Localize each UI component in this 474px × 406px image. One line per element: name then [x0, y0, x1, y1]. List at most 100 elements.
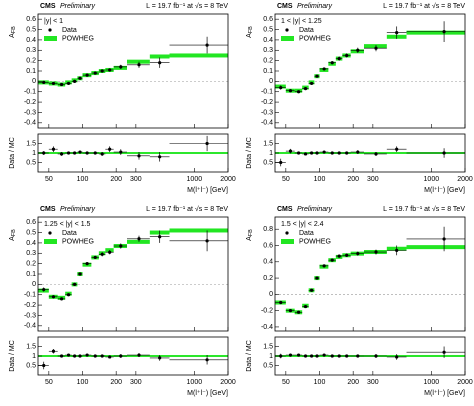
y-tick-label: 0.3 — [263, 47, 273, 54]
y-axis-label-sub: FB — [248, 229, 254, 236]
x-axis-label: M(l⁺l⁻) [GeV] — [424, 390, 465, 397]
data-point — [158, 61, 162, 65]
ratio-y-tick-label: 0.5 — [263, 159, 273, 166]
ratio-point — [51, 147, 56, 151]
ratio-point — [345, 354, 349, 358]
top-frame — [274, 216, 466, 332]
x-tick-label: 100 — [77, 176, 89, 183]
mc-band — [406, 245, 465, 250]
x-tick-label: 300 — [130, 176, 142, 183]
ratio-point — [137, 353, 141, 357]
x-tick-label: 1000 — [187, 379, 203, 386]
region-label: |y| < 1 — [44, 18, 63, 25]
y-tick-label: 0.6 — [263, 16, 273, 23]
data-point — [93, 255, 97, 260]
data-point — [310, 81, 314, 86]
legend-mc-swatch — [281, 36, 294, 41]
x-axis-label: M(l⁺l⁻) [GeV] — [424, 187, 465, 194]
ratio-point — [119, 354, 123, 358]
ratio-y-tick-label: 1 — [269, 353, 273, 360]
lumi-label: L = 19.7 fb⁻¹ at √s = 8 TeV — [146, 205, 228, 213]
data-point — [322, 264, 326, 268]
y-tick-label: 0.5 — [263, 26, 273, 33]
y-axis-label-main: A — [246, 33, 253, 38]
x-tick-label: 200 — [110, 379, 122, 386]
data-point — [59, 297, 64, 301]
legend-label: POWHEG — [299, 35, 331, 42]
ratio-y-tick-label: 1.5 — [263, 140, 273, 147]
y-tick-label: 0.3 — [26, 47, 36, 54]
data-point — [137, 237, 141, 241]
ratio-y-axis-label: Data / MC — [9, 137, 16, 169]
ratio-point — [310, 151, 314, 155]
ratio-point — [108, 147, 112, 151]
ratio-y-tick-label: 1 — [269, 150, 273, 157]
data-point — [337, 56, 341, 61]
x-axis-label: M(l⁺l⁻) [GeV] — [187, 390, 228, 397]
y-axis-label: AFB — [9, 26, 18, 38]
data-point — [51, 81, 56, 86]
data-point — [296, 310, 301, 314]
y-tick-label: 0.2 — [263, 57, 273, 64]
y-axis-label-sub: FB — [11, 26, 17, 33]
preliminary-label: Preliminary — [60, 206, 96, 213]
ratio-point — [100, 152, 104, 156]
ratio-y-axis-label: Data / MC — [246, 137, 253, 169]
data-point — [395, 248, 399, 252]
x-tick-label: 50 — [282, 176, 290, 183]
ratio-y-tick-label: 0.5 — [26, 362, 36, 369]
ratio-point — [205, 141, 209, 146]
y-tick-label: 0.2 — [26, 57, 36, 64]
data-point — [315, 74, 319, 78]
x-tick-label: 2000 — [457, 379, 473, 386]
data-point — [374, 250, 378, 254]
y-tick-label: -0.4 — [24, 120, 36, 127]
data-point — [279, 85, 283, 90]
y-tick-label: -0.4 — [261, 120, 273, 127]
ratio-point — [337, 151, 341, 155]
y-tick-label: 0 — [269, 78, 273, 85]
data-point — [374, 46, 378, 50]
x-tick-label: 2000 — [220, 176, 236, 183]
ratio-point — [158, 155, 162, 159]
preliminary-label: Preliminary — [297, 206, 333, 213]
mc-band — [169, 228, 228, 233]
mc-band — [406, 30, 465, 35]
ratio-point — [330, 151, 334, 155]
x-tick-label: 100 — [77, 379, 89, 386]
y-axis-label-main: A — [246, 236, 253, 241]
y-axis-label-sub: FB — [11, 229, 17, 236]
x-tick-label: 100 — [314, 176, 326, 183]
x-tick-label: 200 — [110, 176, 122, 183]
ratio-point — [93, 354, 97, 358]
x-tick-label: 2000 — [457, 176, 473, 183]
mc-band — [364, 44, 387, 49]
mc-band — [127, 59, 150, 64]
ratio-point — [315, 354, 319, 358]
data-point — [356, 252, 360, 256]
data-point — [303, 304, 308, 309]
x-tick-label: 200 — [347, 379, 359, 386]
y-tick-label: 0 — [32, 78, 36, 85]
x-tick-label: 2000 — [220, 379, 236, 386]
ratio-band — [275, 152, 465, 154]
lumi-label: L = 19.7 fb⁻¹ at √s = 8 TeV — [146, 2, 228, 10]
data-point — [73, 79, 77, 83]
ratio-point — [73, 354, 77, 358]
x-tick-label: 300 — [367, 176, 379, 183]
x-tick-label: 200 — [347, 176, 359, 183]
data-point — [85, 73, 89, 77]
legend-mc-swatch — [44, 36, 57, 41]
legend-label: Data — [299, 230, 314, 237]
data-point — [73, 282, 77, 286]
mc-band — [149, 54, 170, 59]
mc-band — [127, 239, 150, 244]
ratio-point — [442, 151, 446, 155]
ratio-point — [51, 349, 56, 353]
y-tick-label: 0.4 — [263, 259, 273, 266]
ratio-point — [100, 354, 104, 358]
data-point — [119, 244, 123, 248]
legend-label: POWHEG — [62, 35, 94, 42]
y-tick-label: -0.4 — [24, 323, 36, 330]
ratio-point — [288, 149, 293, 153]
